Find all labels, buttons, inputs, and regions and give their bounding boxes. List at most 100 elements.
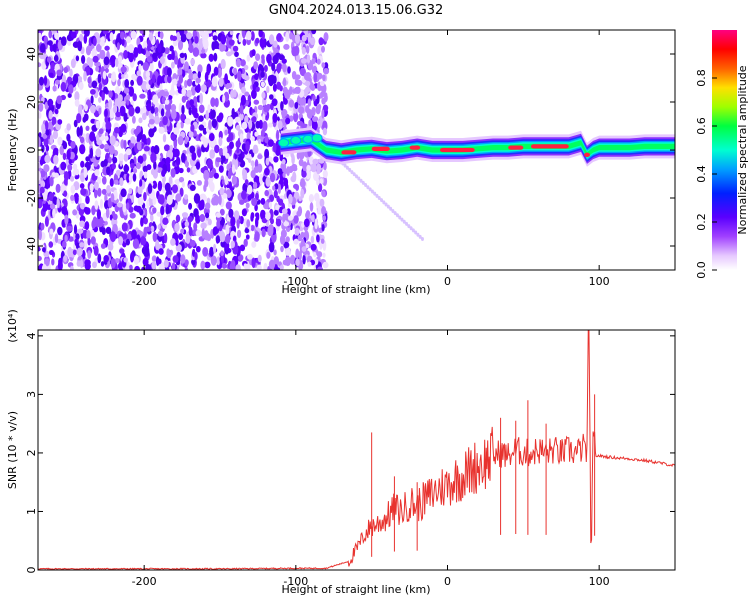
noise-speckle xyxy=(140,217,144,227)
noise-speckle xyxy=(159,31,164,40)
noise-speckle xyxy=(293,238,299,245)
noise-speckle xyxy=(268,242,275,253)
noise-speckle xyxy=(104,116,109,123)
noise-speckle xyxy=(174,55,179,65)
noise-speckle xyxy=(117,79,121,87)
noise-speckle xyxy=(166,250,172,259)
noise-speckle xyxy=(241,208,247,217)
noise-speckle xyxy=(198,124,205,131)
noise-speckle xyxy=(277,183,282,194)
noise-speckle xyxy=(112,156,118,164)
y-tick-label: -20 xyxy=(25,189,38,207)
noise-speckle xyxy=(214,97,219,108)
noise-speckle xyxy=(239,199,245,205)
noise-speckle xyxy=(298,250,302,260)
noise-speckle xyxy=(159,83,163,91)
noise-speckle xyxy=(298,158,304,167)
noise-speckle xyxy=(285,31,290,42)
noise-speckle xyxy=(255,212,260,218)
noise-speckle xyxy=(184,136,188,145)
y-tick-label: 40 xyxy=(25,47,38,61)
noise-speckle xyxy=(244,228,250,234)
noise-speckle xyxy=(95,66,100,72)
noise-speckle xyxy=(308,194,314,203)
noise-speckle xyxy=(175,244,182,252)
noise-speckle xyxy=(70,185,76,194)
noise-speckle xyxy=(241,190,247,200)
noise-speckle xyxy=(171,49,175,61)
noise-speckle xyxy=(168,94,173,100)
noise-speckle xyxy=(248,119,253,130)
noise-speckle xyxy=(200,222,207,229)
noise-speckle xyxy=(217,67,222,79)
noise-speckle xyxy=(243,75,250,81)
noise-speckle xyxy=(210,97,216,108)
noise-speckle xyxy=(251,136,255,142)
noise-speckle xyxy=(243,169,248,178)
noise-speckle xyxy=(192,47,200,57)
noise-speckle xyxy=(216,219,221,229)
noise-speckle xyxy=(189,99,194,106)
noise-speckle xyxy=(113,104,118,114)
noise-speckle xyxy=(234,158,239,170)
noise-speckle xyxy=(246,54,251,62)
noise-speckle xyxy=(38,162,41,169)
noise-speckle xyxy=(218,165,224,173)
noise-speckle xyxy=(258,30,263,38)
noise-speckle xyxy=(124,79,130,88)
noise-speckle xyxy=(139,30,144,34)
noise-speckle xyxy=(75,55,80,62)
noise-speckle xyxy=(108,156,112,164)
noise-speckle xyxy=(41,144,45,153)
y-tick-label: 3 xyxy=(25,391,38,398)
noise-speckle xyxy=(293,45,300,56)
noise-speckle xyxy=(198,115,204,122)
noise-speckle xyxy=(100,243,106,249)
noise-speckle xyxy=(60,161,67,171)
noise-speckle xyxy=(120,123,127,133)
noise-speckle xyxy=(46,56,52,63)
noise-speckle xyxy=(180,254,186,264)
noise-speckle xyxy=(275,218,282,227)
noise-speckle xyxy=(98,82,103,91)
noise-speckle xyxy=(163,144,171,152)
noise-speckle xyxy=(260,129,265,137)
noise-speckle xyxy=(260,71,265,78)
noise-speckle xyxy=(165,157,171,164)
noise-speckle xyxy=(57,226,63,236)
noise-speckle xyxy=(247,253,253,260)
noise-speckle xyxy=(97,73,102,84)
noise-speckle xyxy=(186,167,191,173)
noise-speckle xyxy=(234,51,239,57)
noise-speckle xyxy=(316,163,322,173)
noise-speckle xyxy=(316,94,320,104)
noise-speckle xyxy=(139,107,144,115)
noise-speckle xyxy=(294,33,301,44)
signal-core xyxy=(409,145,421,150)
noise-speckle xyxy=(188,107,192,116)
noise-speckle xyxy=(97,187,102,197)
noise-speckle xyxy=(301,246,307,252)
noise-speckle xyxy=(197,71,201,79)
noise-speckle xyxy=(257,154,263,160)
noise-speckle xyxy=(82,249,86,260)
noise-speckle xyxy=(67,164,73,172)
noise-speckle xyxy=(219,231,226,243)
colorbar-tick-label: 0.6 xyxy=(695,117,708,135)
noise-speckle xyxy=(132,93,137,102)
noise-speckle xyxy=(287,215,294,221)
noise-speckle xyxy=(289,254,296,265)
noise-speckle xyxy=(242,30,246,39)
noise-speckle xyxy=(307,261,312,267)
noise-speckle xyxy=(191,258,196,266)
noise-speckle xyxy=(273,40,278,48)
noise-speckle xyxy=(154,107,159,114)
noise-speckle xyxy=(81,55,86,64)
tail-speckle xyxy=(366,185,370,190)
x-tick-label: -100 xyxy=(283,275,308,288)
noise-speckle xyxy=(309,202,314,212)
noise-speckle xyxy=(202,31,206,43)
noise-speckle xyxy=(243,238,248,247)
noise-speckle xyxy=(105,226,112,234)
